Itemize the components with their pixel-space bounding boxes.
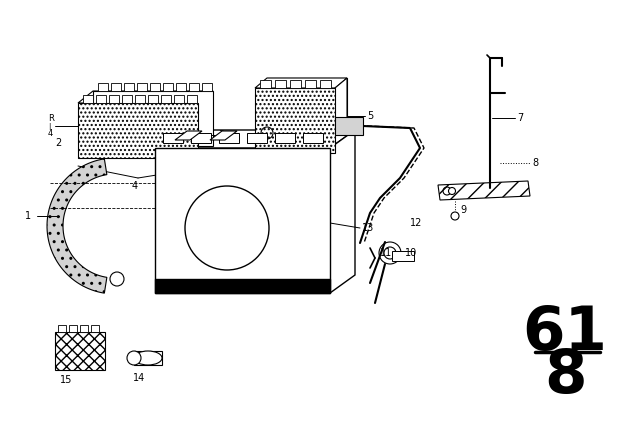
Bar: [155, 148, 330, 293]
Text: 15: 15: [60, 375, 72, 385]
Bar: [111, 83, 121, 91]
Text: 9: 9: [460, 205, 466, 215]
Text: 10: 10: [405, 248, 417, 258]
Bar: [219, 133, 239, 143]
Text: 13: 13: [362, 223, 374, 233]
Bar: [55, 332, 105, 370]
Text: 8: 8: [532, 158, 538, 168]
Bar: [202, 83, 212, 91]
Bar: [155, 279, 330, 293]
Polygon shape: [330, 130, 355, 293]
Text: 14: 14: [133, 373, 145, 383]
Bar: [275, 133, 295, 143]
Bar: [124, 83, 134, 91]
Bar: [134, 351, 162, 365]
Bar: [305, 80, 316, 88]
Bar: [163, 83, 173, 91]
Text: 61: 61: [522, 303, 607, 362]
Bar: [93, 91, 213, 146]
Ellipse shape: [134, 351, 162, 365]
Bar: [150, 83, 160, 91]
Bar: [96, 95, 106, 103]
Text: 6: 6: [306, 155, 312, 165]
Ellipse shape: [127, 351, 141, 365]
Bar: [91, 325, 99, 332]
Bar: [247, 133, 267, 143]
Bar: [109, 95, 119, 103]
Bar: [260, 80, 271, 88]
Text: 7: 7: [517, 113, 524, 123]
Text: R: R: [48, 113, 54, 122]
Bar: [58, 325, 66, 332]
Bar: [176, 83, 186, 91]
Bar: [392, 251, 414, 261]
Polygon shape: [198, 91, 213, 158]
Bar: [83, 95, 93, 103]
Text: 4: 4: [132, 181, 138, 191]
Bar: [255, 88, 335, 153]
Bar: [320, 80, 331, 88]
Bar: [275, 80, 286, 88]
Bar: [189, 83, 199, 91]
Bar: [78, 103, 198, 158]
Bar: [303, 133, 323, 143]
Bar: [163, 133, 183, 143]
Circle shape: [449, 188, 456, 194]
Bar: [187, 95, 197, 103]
Text: |: |: [48, 122, 51, 129]
Text: 5: 5: [367, 111, 373, 121]
Bar: [135, 95, 145, 103]
Bar: [148, 95, 158, 103]
Bar: [122, 95, 132, 103]
Polygon shape: [335, 78, 347, 153]
Polygon shape: [155, 130, 355, 148]
Polygon shape: [267, 78, 347, 143]
Bar: [335, 117, 363, 135]
Text: 8: 8: [544, 346, 586, 405]
Text: 1: 1: [25, 211, 31, 221]
Bar: [174, 95, 184, 103]
Polygon shape: [78, 91, 213, 103]
Text: 2: 2: [55, 138, 61, 148]
Polygon shape: [47, 159, 107, 293]
Polygon shape: [175, 131, 202, 140]
Bar: [290, 80, 301, 88]
Bar: [98, 83, 108, 91]
Text: 12: 12: [410, 218, 422, 228]
Polygon shape: [210, 131, 237, 140]
Bar: [161, 95, 171, 103]
Bar: [137, 83, 147, 91]
Text: 4: 4: [48, 129, 53, 138]
Polygon shape: [255, 78, 347, 88]
Polygon shape: [438, 181, 530, 200]
Bar: [80, 325, 88, 332]
Bar: [191, 133, 211, 143]
Text: 3: 3: [218, 130, 224, 140]
Text: 11: 11: [380, 248, 392, 258]
Bar: [69, 325, 77, 332]
